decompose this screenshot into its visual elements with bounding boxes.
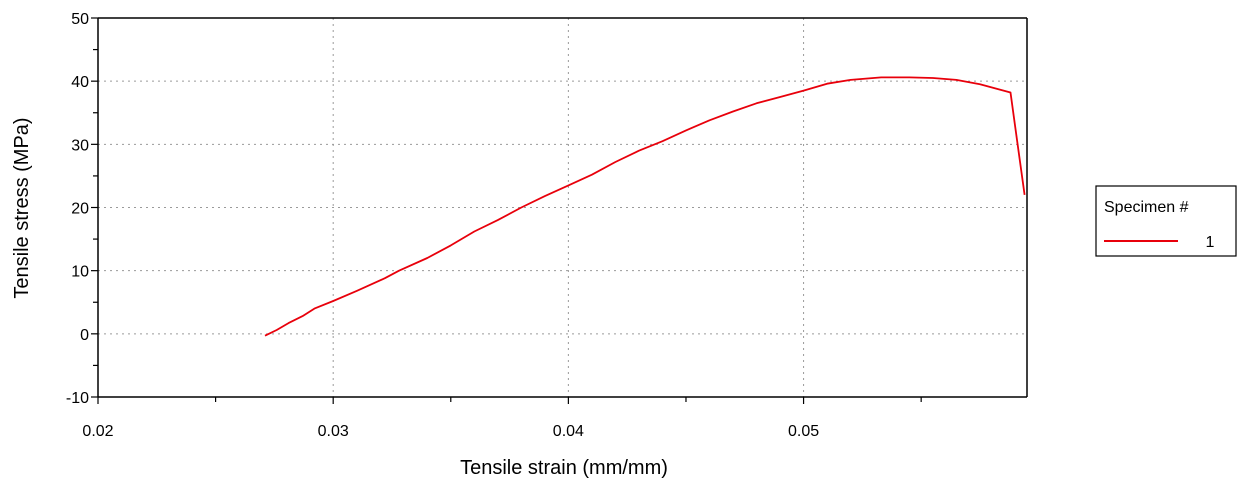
series-layer xyxy=(264,76,1026,337)
x-tick-label: 0.03 xyxy=(318,423,349,440)
gridlines xyxy=(98,18,1027,397)
data-point xyxy=(615,161,617,163)
data-point xyxy=(909,77,911,79)
data-point xyxy=(662,140,664,142)
data-point xyxy=(756,102,758,104)
y-tick-label: 10 xyxy=(71,264,89,281)
data-point xyxy=(426,257,428,259)
data-point xyxy=(302,315,304,317)
data-point xyxy=(880,77,882,79)
y-tick-label: 20 xyxy=(71,201,89,218)
legend: Specimen # 1 xyxy=(1095,185,1237,257)
data-point xyxy=(591,174,593,176)
data-point xyxy=(638,150,640,152)
x-tick-label: 0.04 xyxy=(553,423,584,440)
y-tick-label: -10 xyxy=(66,390,89,407)
data-point xyxy=(1024,194,1026,196)
x-axis-title: Tensile strain (mm/mm) xyxy=(460,457,668,479)
tick-labels: 0.02 0.03 0.04 0.05 -10 0 10 20 30 40 50 xyxy=(66,11,819,440)
data-point xyxy=(356,290,358,292)
data-point xyxy=(497,219,499,221)
data-point xyxy=(1010,92,1012,94)
x-tick-label: 0.02 xyxy=(82,423,113,440)
data-point xyxy=(264,335,266,337)
data-point xyxy=(568,185,570,187)
y-tick-label: 30 xyxy=(71,137,89,154)
data-point xyxy=(803,90,805,92)
legend-box xyxy=(1095,185,1237,257)
data-point xyxy=(332,300,334,302)
data-point xyxy=(956,79,958,81)
series-line-1 xyxy=(264,76,1026,337)
data-point xyxy=(850,79,852,81)
y-tick-label: 40 xyxy=(71,74,89,91)
y-axis-title: Tensile stress (MPa) xyxy=(11,117,33,298)
data-point xyxy=(932,77,934,79)
data-point xyxy=(685,130,687,132)
data-point xyxy=(288,322,290,324)
data-point xyxy=(314,308,316,310)
y-tick-label: 0 xyxy=(80,327,89,344)
data-point xyxy=(384,277,386,279)
x-tick-label: 0.05 xyxy=(788,423,819,440)
data-point xyxy=(779,96,781,98)
data-point xyxy=(474,231,476,233)
axes xyxy=(91,17,1028,404)
data-point xyxy=(450,245,452,247)
data-point xyxy=(398,270,400,272)
legend-title: Specimen # xyxy=(1104,199,1189,216)
data-point xyxy=(709,120,711,122)
data-point xyxy=(979,84,981,86)
legend-label-1: 1 xyxy=(1206,234,1215,251)
data-point xyxy=(544,195,546,197)
data-point xyxy=(1017,144,1019,146)
data-point xyxy=(826,83,828,85)
data-point xyxy=(732,111,734,113)
y-tick-label: 50 xyxy=(71,11,89,28)
data-point xyxy=(521,207,523,209)
data-point xyxy=(276,329,278,331)
